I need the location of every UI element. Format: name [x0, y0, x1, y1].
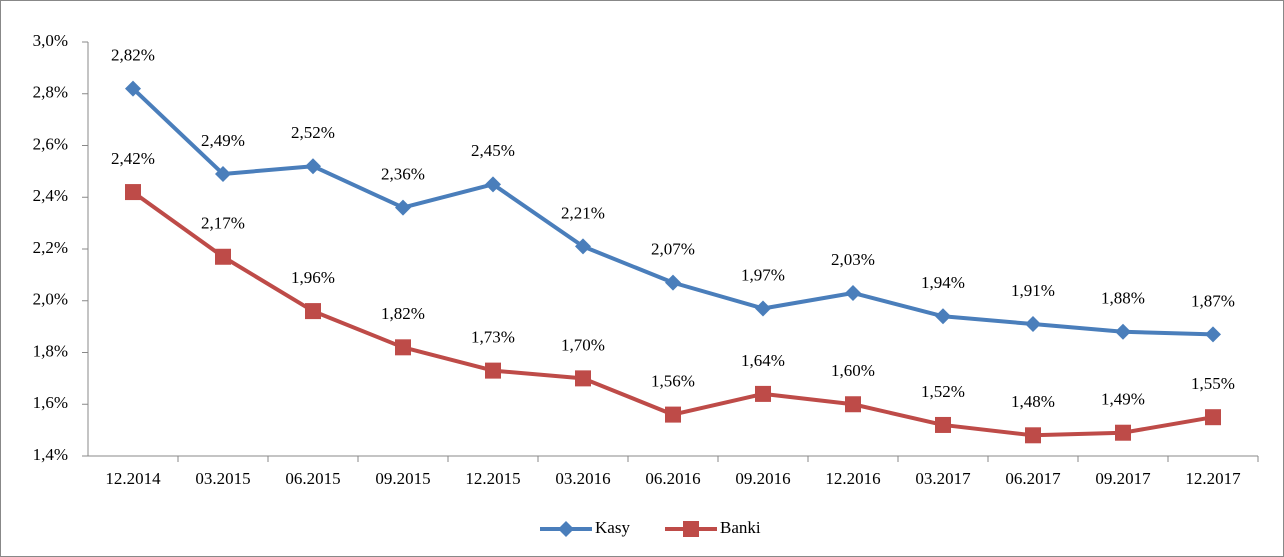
point	[485, 362, 501, 379]
point	[395, 199, 411, 216]
legend-label: Banki	[720, 518, 761, 537]
data-label: 1,49%	[1101, 390, 1145, 409]
point	[215, 165, 231, 182]
point	[125, 184, 141, 201]
y-tick-label: 2,2%	[33, 238, 68, 257]
data-label: 1,60%	[831, 361, 875, 380]
point	[485, 176, 501, 193]
data-label: 1,87%	[1191, 291, 1235, 310]
y-tick-label: 1,4%	[33, 445, 68, 464]
y-tick-label: 1,8%	[33, 341, 68, 360]
x-tick-label: 09.2017	[1095, 469, 1151, 488]
data-label: 1,55%	[1191, 374, 1235, 393]
data-label: 2,21%	[561, 203, 605, 222]
data-label: 1,88%	[1101, 289, 1145, 308]
point	[845, 396, 861, 413]
x-tick-label: 03.2016	[555, 469, 610, 488]
point	[575, 238, 591, 255]
data-label: 2,42%	[111, 149, 155, 168]
data-label: 1,64%	[741, 351, 785, 370]
legend-marker	[683, 521, 699, 537]
legend-marker	[558, 521, 574, 537]
data-label: 2,52%	[291, 123, 335, 142]
x-tick-label: 06.2017	[1005, 469, 1061, 488]
point	[935, 308, 951, 325]
point	[305, 158, 321, 175]
point	[665, 406, 681, 423]
point	[1205, 326, 1221, 343]
point	[215, 248, 231, 265]
point	[1115, 323, 1131, 340]
data-label: 1,48%	[1011, 392, 1055, 411]
data-label: 1,70%	[561, 335, 605, 354]
data-label: 1,97%	[741, 265, 785, 284]
point	[125, 80, 141, 97]
x-tick-label: 06.2016	[645, 469, 700, 488]
x-tick-label: 12.2014	[105, 469, 161, 488]
point	[665, 274, 681, 291]
point	[755, 385, 771, 402]
data-label: 2,07%	[651, 240, 695, 259]
x-tick-label: 12.2017	[1185, 469, 1241, 488]
data-label: 1,94%	[921, 273, 965, 292]
point	[1025, 427, 1041, 444]
data-label: 2,03%	[831, 250, 875, 269]
point	[305, 303, 321, 320]
data-label: 2,82%	[111, 45, 155, 64]
x-tick-label: 09.2015	[375, 469, 430, 488]
y-tick-label: 3,0%	[33, 31, 68, 50]
data-label: 2,49%	[201, 131, 245, 150]
data-label: 1,96%	[291, 268, 335, 287]
y-tick-label: 2,6%	[33, 134, 68, 153]
y-tick-label: 2,8%	[33, 83, 68, 102]
y-tick-label: 2,4%	[33, 186, 68, 205]
data-label: 2,36%	[381, 165, 425, 184]
data-label: 1,82%	[381, 304, 425, 323]
point	[935, 416, 951, 433]
data-label: 1,52%	[921, 382, 965, 401]
data-label: 1,91%	[1011, 281, 1055, 300]
x-tick-label: 03.2015	[195, 469, 250, 488]
point	[1025, 316, 1041, 333]
point	[755, 300, 771, 317]
data-label: 2,45%	[471, 141, 515, 160]
point	[1205, 409, 1221, 426]
point	[395, 339, 411, 356]
x-tick-label: 12.2016	[825, 469, 880, 488]
x-tick-label: 06.2015	[285, 469, 340, 488]
data-label: 2,17%	[201, 214, 245, 233]
x-tick-label: 03.2017	[915, 469, 971, 488]
y-tick-label: 2,0%	[33, 290, 68, 309]
y-tick-label: 1,6%	[33, 393, 68, 412]
legend-label: Kasy	[595, 518, 630, 537]
data-label: 1,73%	[471, 328, 515, 347]
x-tick-label: 09.2016	[735, 469, 790, 488]
point	[1115, 424, 1131, 441]
x-tick-label: 12.2015	[465, 469, 520, 488]
point	[845, 284, 861, 301]
point	[575, 370, 591, 387]
data-label: 1,56%	[651, 372, 695, 391]
